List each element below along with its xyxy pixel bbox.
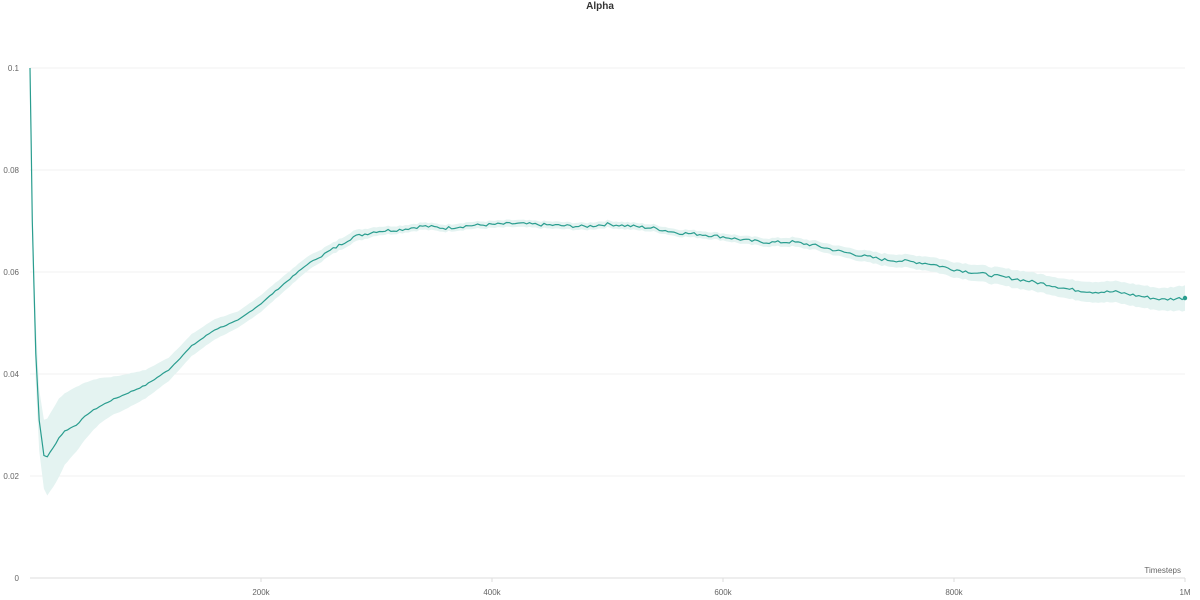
chart-title: Alpha	[586, 1, 614, 12]
x-axis-label: Timesteps	[1144, 566, 1181, 575]
series-line	[29, 67, 1186, 458]
axis-layer: 0 0.02 0.04 0.06 0.08 0.1 200k 400k 600k 800k 1M	[3, 64, 1190, 597]
x-tick-label: 200k	[252, 588, 270, 597]
series-line-layer	[29, 67, 1188, 458]
y-tick-label: 0.04	[3, 370, 19, 379]
y-tick-label: 0.06	[3, 268, 19, 277]
series-end-point	[1182, 295, 1188, 301]
x-tick-label: 600k	[714, 588, 732, 597]
y-tick-label: 0.08	[3, 166, 19, 175]
x-tick-label: 1M	[1179, 588, 1190, 597]
y-tick-label: 0	[15, 574, 20, 583]
x-tick-label: 800k	[945, 588, 963, 597]
confidence-band-layer	[30, 68, 1185, 496]
x-tick-label: 400k	[483, 588, 501, 597]
y-tick-label: 0.1	[8, 64, 20, 73]
series-confidence-band	[30, 68, 1185, 496]
y-tick-label: 0.02	[3, 472, 19, 481]
